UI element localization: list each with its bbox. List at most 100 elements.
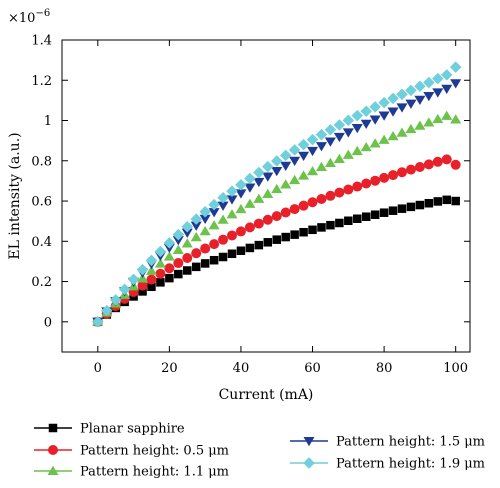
data-point bbox=[351, 123, 363, 134]
data-point bbox=[244, 222, 255, 233]
data-point bbox=[333, 153, 345, 163]
data-point bbox=[253, 166, 265, 179]
legend-item: Pattern height: 1.1 μm bbox=[34, 465, 229, 480]
data-point bbox=[388, 170, 399, 181]
x-tick-label: 60 bbox=[304, 361, 321, 376]
data-point bbox=[235, 189, 247, 199]
data-point bbox=[353, 214, 362, 223]
data-point bbox=[227, 249, 237, 259]
data-point bbox=[254, 240, 264, 250]
data-point bbox=[306, 133, 319, 146]
y-tick-label: 1.2 bbox=[31, 74, 52, 89]
data-point bbox=[451, 196, 460, 206]
data-point bbox=[218, 252, 228, 262]
x-axis: 0 20 40 60 80 100 bbox=[94, 40, 468, 376]
data-point bbox=[289, 174, 301, 185]
data-point bbox=[109, 294, 122, 306]
data-point bbox=[271, 167, 283, 177]
legend-label: Pattern height: 1.1 μm bbox=[80, 465, 229, 480]
data-point bbox=[199, 225, 211, 236]
data-point bbox=[288, 144, 301, 156]
data-point bbox=[209, 255, 219, 265]
data-point bbox=[423, 159, 434, 170]
data-point bbox=[245, 243, 255, 253]
data-point bbox=[145, 265, 157, 275]
data-point bbox=[262, 160, 274, 173]
y-tick-label: 0 bbox=[44, 315, 52, 330]
data-point bbox=[280, 161, 292, 172]
data-point bbox=[200, 243, 211, 254]
data-point bbox=[164, 263, 175, 274]
legend-item: Planar sapphire bbox=[34, 422, 185, 437]
data-point bbox=[414, 120, 426, 130]
y-tick-label: 0.2 bbox=[31, 275, 52, 290]
data-point bbox=[450, 114, 462, 124]
data-point bbox=[181, 238, 193, 248]
data-point bbox=[183, 266, 192, 275]
data-point bbox=[92, 316, 104, 328]
data-point bbox=[315, 142, 327, 152]
data-point bbox=[208, 220, 220, 230]
data-point bbox=[272, 235, 281, 244]
legend-item: Pattern height: 1.9 μm bbox=[290, 457, 485, 472]
data-point bbox=[317, 223, 326, 232]
data-point bbox=[307, 165, 319, 176]
data-point bbox=[182, 252, 193, 263]
series-triangle-up bbox=[92, 110, 462, 326]
legend-label: Pattern height: 1.9 μm bbox=[336, 457, 485, 472]
data-point bbox=[156, 278, 165, 287]
series-layer bbox=[92, 61, 462, 328]
data-point bbox=[315, 128, 328, 141]
series-circle bbox=[92, 154, 461, 327]
series-diamond bbox=[92, 61, 462, 328]
data-point bbox=[369, 115, 381, 125]
data-point bbox=[290, 230, 299, 239]
data-point bbox=[253, 193, 265, 203]
x-tick-label: 40 bbox=[233, 361, 250, 376]
data-point bbox=[262, 188, 274, 198]
legend-marker bbox=[47, 465, 59, 475]
data-point bbox=[190, 232, 202, 242]
data-point bbox=[441, 110, 453, 120]
data-point bbox=[270, 155, 283, 167]
data-point bbox=[388, 206, 398, 215]
data-point bbox=[352, 181, 363, 192]
data-point bbox=[281, 232, 290, 242]
data-point bbox=[181, 221, 194, 233]
x-tick-label: 0 bbox=[94, 361, 102, 376]
data-point bbox=[154, 245, 167, 258]
data-point bbox=[378, 134, 390, 144]
data-point bbox=[208, 208, 220, 218]
data-point bbox=[218, 234, 229, 245]
data-point bbox=[342, 149, 354, 159]
x-tick-label: 100 bbox=[443, 361, 468, 376]
data-point bbox=[324, 157, 336, 167]
data-point bbox=[423, 76, 435, 89]
data-point bbox=[387, 130, 399, 141]
data-point bbox=[165, 273, 174, 283]
data-point bbox=[344, 216, 353, 226]
data-point bbox=[370, 175, 381, 186]
data-point bbox=[298, 151, 310, 161]
data-point bbox=[244, 198, 256, 208]
y-tick-label: 1.4 bbox=[31, 34, 52, 49]
data-point bbox=[118, 283, 131, 296]
data-point bbox=[405, 99, 417, 109]
data-point bbox=[163, 251, 175, 261]
data-point bbox=[378, 96, 390, 109]
data-point bbox=[397, 167, 407, 178]
data-point bbox=[432, 113, 444, 124]
data-point bbox=[449, 61, 462, 73]
data-point bbox=[335, 218, 344, 228]
data-point bbox=[226, 195, 238, 205]
data-point bbox=[155, 268, 166, 279]
data-point bbox=[137, 280, 148, 291]
x-tick-label: 20 bbox=[161, 361, 178, 376]
data-point bbox=[324, 124, 337, 136]
legend-label: Pattern height: 1.5 μm bbox=[336, 435, 485, 450]
data-point bbox=[432, 156, 443, 167]
data-point bbox=[405, 123, 417, 134]
data-point bbox=[441, 154, 452, 165]
data-point bbox=[307, 197, 318, 208]
